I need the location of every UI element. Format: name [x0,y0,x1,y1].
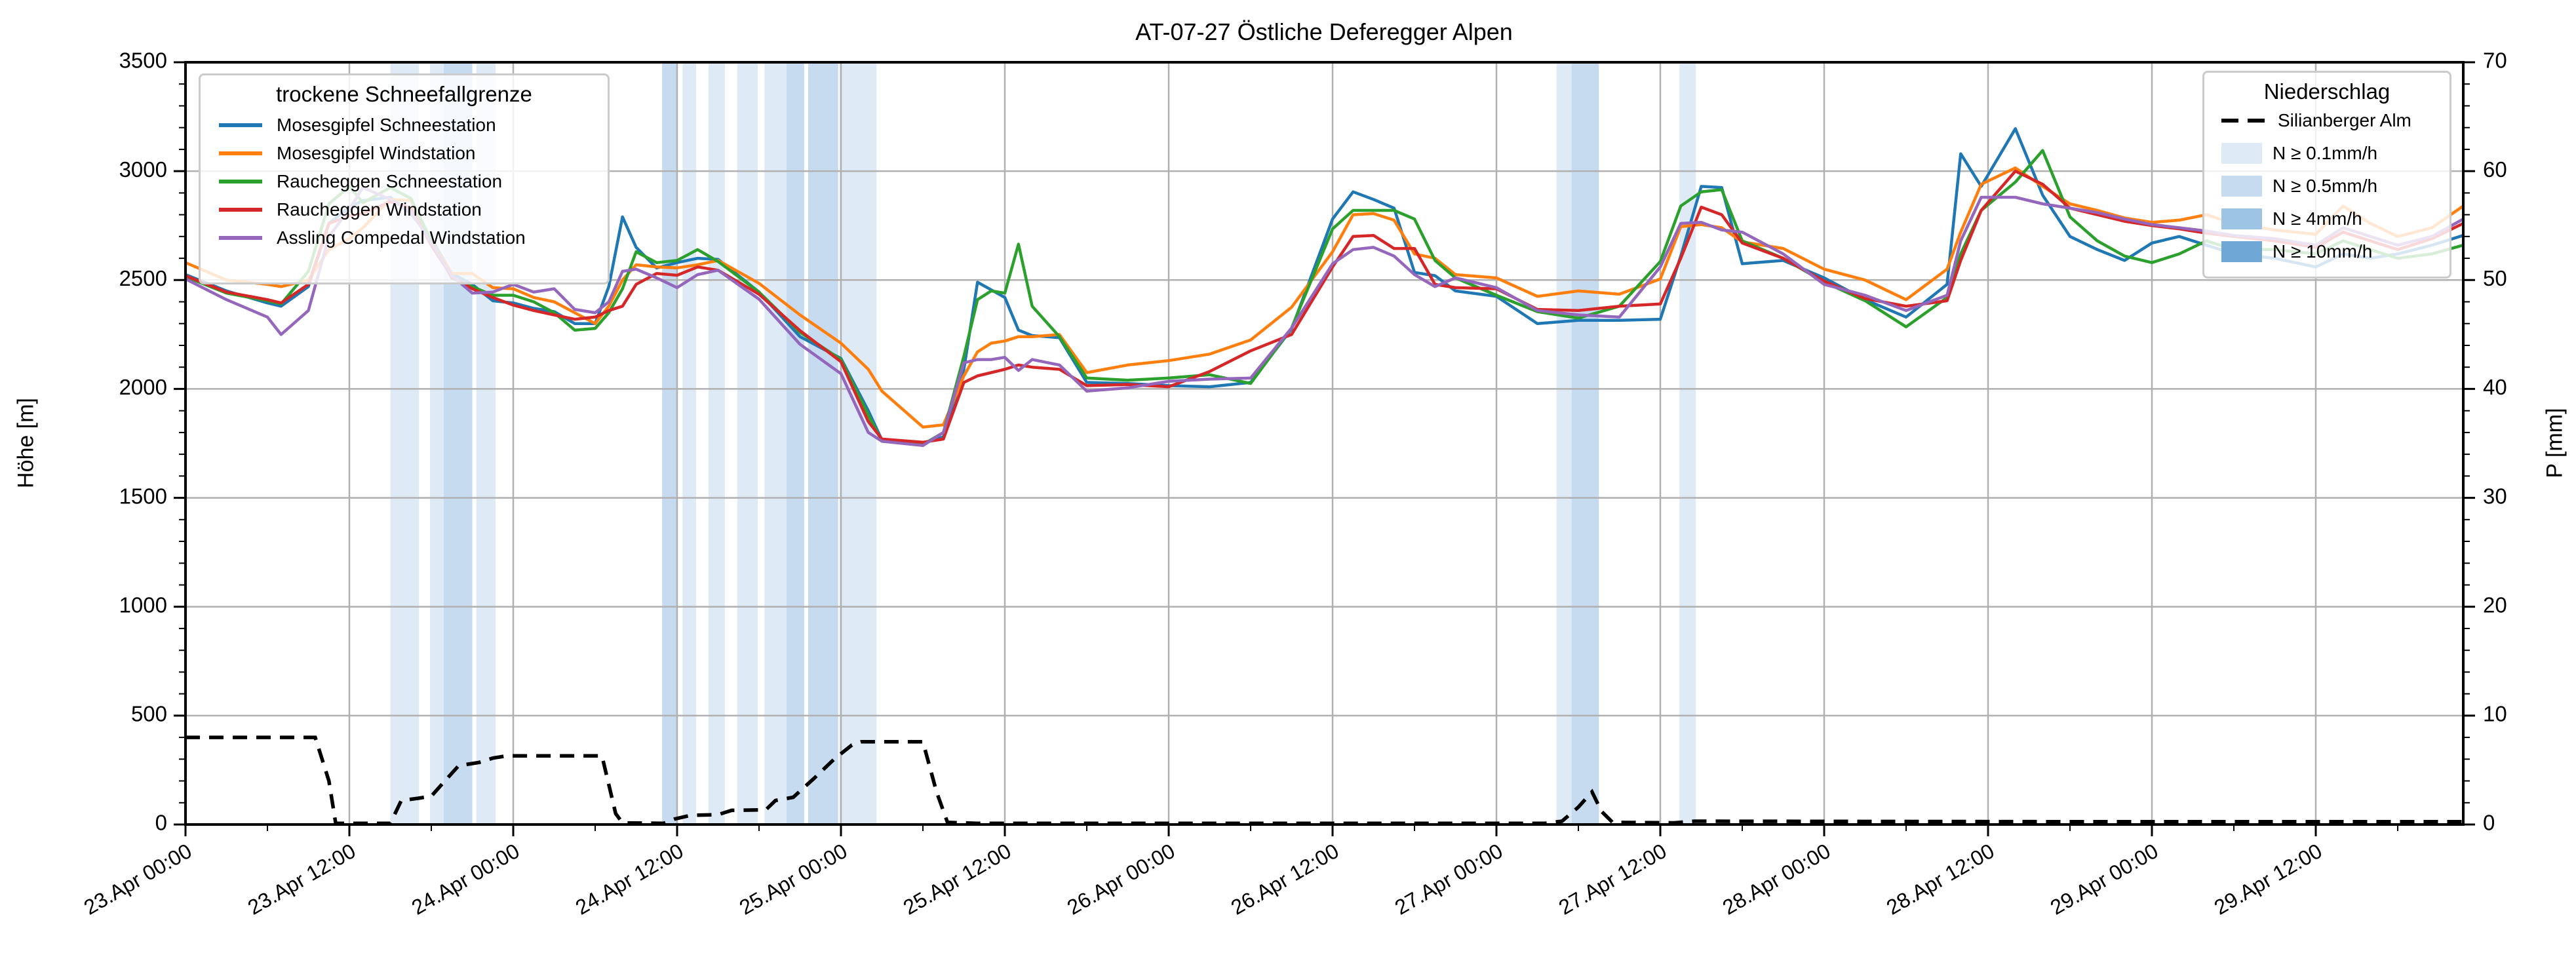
plot-title: AT-07-27 Östliche Deferegger Alpen [1135,18,1513,45]
legend-item-mosesgipfel-windstation: Mosesgipfel Windstation [201,139,608,167]
x-tick-label: 27.Apr 12:00 [1555,839,1671,920]
y-left-tick-label: 3000 [119,157,167,182]
precip-band [737,62,758,824]
line-swatch-icon [219,207,262,212]
y-right-tick-label: 40 [2483,375,2507,399]
y-left-tick-label: 2500 [119,266,167,290]
dashed-line-swatch-icon [2221,119,2267,123]
x-tick-label: 26.Apr 12:00 [1227,839,1343,920]
y-left-tick-label: 500 [131,702,167,726]
precip-band [839,62,877,824]
x-tick-label: 24.Apr 00:00 [408,839,524,920]
y-right-tick-label: 50 [2483,266,2507,290]
band-swatch-icon [2221,176,2262,197]
legend-item-label: Raucheggen Schneestation [277,170,503,191]
line-swatch-icon [219,151,262,155]
y-left-tick-label: 1500 [119,484,167,508]
legend-item-band-0.5: N ≥ 0.5mm/h [2204,170,2449,203]
precip-band [1571,62,1599,824]
x-tick-label: 25.Apr 12:00 [899,839,1015,920]
y-axis-right-label: P [mm] [2542,408,2567,478]
y-left-tick-label: 3500 [119,48,167,73]
precip-band [808,62,838,824]
y-left-tick-label: 2000 [119,375,167,399]
x-tick-label: 25.Apr 00:00 [735,839,851,920]
y-right-tick-label: 20 [2483,592,2507,617]
legend-item-label: Silianberger Alm [2278,110,2411,130]
y-right-tick-label: 60 [2483,157,2507,182]
legend-item-raucheggen-schneestation: Raucheggen Schneestation [201,167,608,195]
y-right-tick-label: 70 [2483,48,2507,73]
precip-band [662,62,677,824]
plot-frame [184,61,2465,826]
band-swatch-icon [2221,143,2262,164]
x-tick-label: 26.Apr 00:00 [1063,839,1179,920]
series-line [185,169,2464,444]
x-tick-label: 28.Apr 00:00 [1719,839,1835,920]
legend-item-raucheggen-windstation: Raucheggen Windstation [201,195,608,223]
legend-item-label: N ≥ 0.1mm/h [2273,143,2378,163]
precip-band [708,62,725,824]
line-swatch-icon [219,179,262,184]
y-left-tick-label: 0 [155,811,167,835]
legend-item-label: Assling Compedal Windstation [277,227,526,248]
x-tick-label: 23.Apr 12:00 [244,839,360,920]
legend-item-silianberger-alm: Silianberger Alm [2204,104,2449,137]
legend-item-label: N ≥ 4mm/h [2273,208,2362,229]
precip-band [764,62,787,824]
x-tick-label: 24.Apr 12:00 [572,839,688,920]
y-right-tick-label: 0 [2483,811,2495,835]
legend-precipitation-title: Niederschlag [2263,79,2391,104]
series-line [185,166,2465,429]
legend-item-band-4: N ≥ 4mm/h [2204,203,2449,235]
line-swatch-icon [219,235,262,240]
precip-band [682,62,697,824]
precip-line [185,735,2463,826]
y-left-tick-label: 1000 [119,592,167,617]
x-tick-label: 29.Apr 00:00 [2046,839,2162,920]
legend-item-mosesgipfel-schneestation: Mosesgipfel Schneestation [201,111,608,139]
line-swatch-icon [219,123,262,127]
precip-band [1679,62,1696,824]
legend-item-label: Raucheggen Windstation [277,199,482,220]
precip-band [786,62,804,824]
legend-item-label: Mosesgipfel Schneestation [277,114,496,135]
band-swatch-icon [2221,208,2262,229]
x-tick-label: 27.Apr 00:00 [1391,839,1507,920]
precip-band [1556,62,1572,824]
legend-item-label: N ≥ 0.5mm/h [2273,176,2378,196]
legend-item-assling-compedal-windstation: Assling Compedal Windstation [201,223,608,252]
series-line [185,149,2464,446]
x-tick-label: 28.Apr 12:00 [1883,839,1999,920]
y-axis-left-label: Höhe [m] [13,398,39,488]
y-right-tick-label: 30 [2483,484,2507,508]
band-swatch-icon [2221,241,2262,262]
legend-item-label: N ≥ 10mm/h [2273,241,2373,262]
legend-item-band-0.1: N ≥ 0.1mm/h [2204,137,2449,170]
y-right-tick-label: 10 [2483,702,2507,726]
legend-item-band-10: N ≥ 10mm/h [2204,235,2449,268]
legend-item-label: Mosesgipfel Windstation [277,142,476,163]
legend-snowfall-limit-title: trockene Schneefallgrenze [276,82,532,106]
legend-precipitation: Niederschlag Silianberger Alm N ≥ 0.1mm/h… [2202,71,2451,279]
x-tick-label: 29.Apr 12:00 [2210,839,2326,920]
x-tick-label: 23.Apr 00:00 [80,839,196,920]
legend-snowfall-limit: trockene Schneefallgrenze Mosesgipfel Sc… [199,73,610,284]
